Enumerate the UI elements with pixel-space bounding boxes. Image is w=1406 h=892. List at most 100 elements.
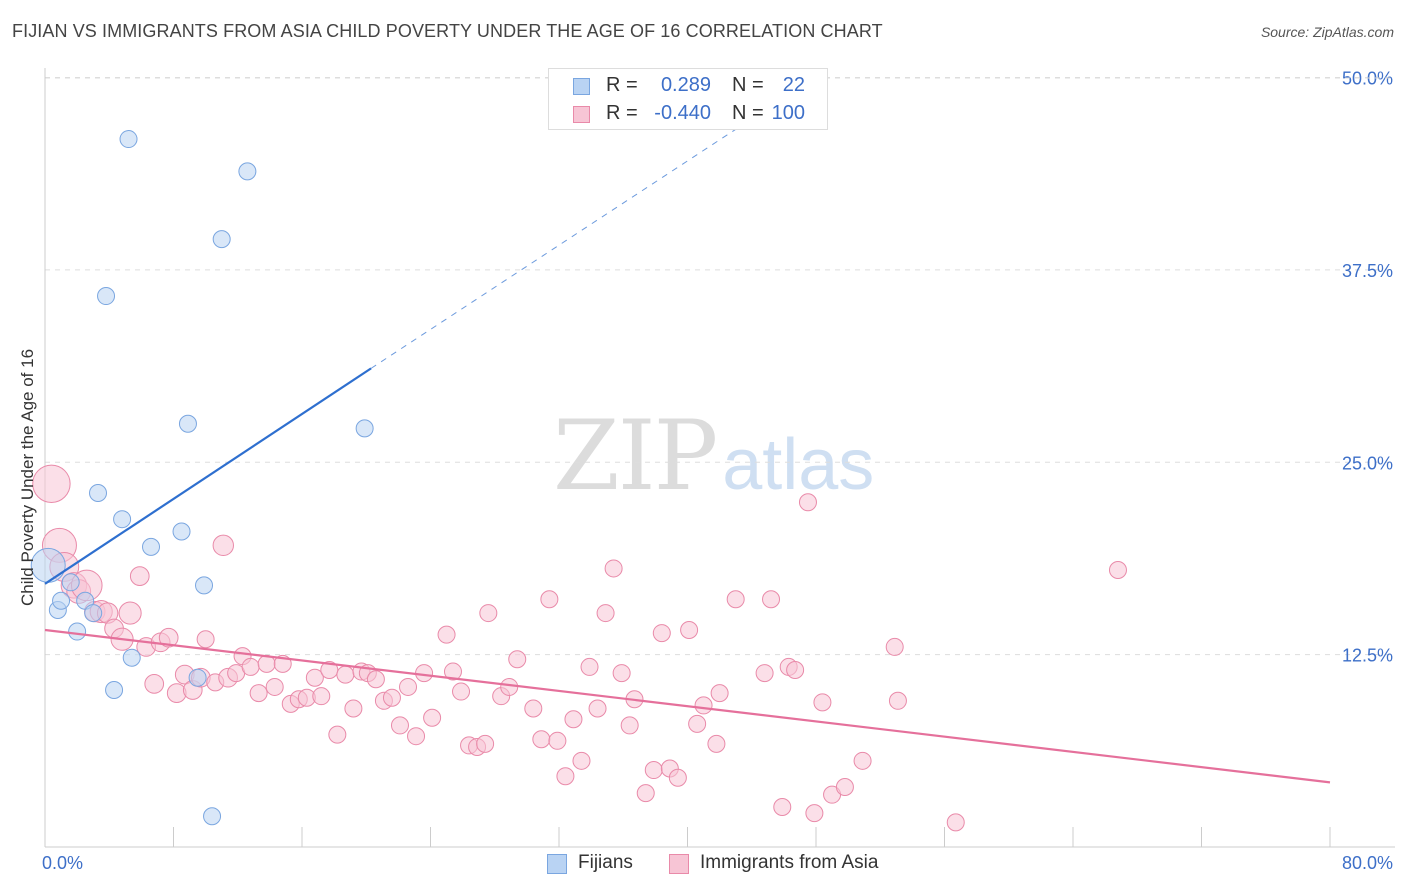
asia-point bbox=[798, 493, 817, 512]
asia-point bbox=[885, 637, 904, 656]
x-tick-label: 0.0% bbox=[42, 853, 83, 873]
asia-point bbox=[336, 665, 355, 684]
asia-point bbox=[443, 662, 462, 681]
asia-point bbox=[805, 804, 824, 823]
legend-r-label: R = bbox=[606, 102, 638, 124]
fijians-point bbox=[119, 130, 138, 149]
asia-point bbox=[344, 699, 363, 718]
asia-point bbox=[158, 627, 179, 648]
fijians-point bbox=[122, 648, 141, 667]
asia-point bbox=[1108, 560, 1127, 579]
asia-point bbox=[500, 677, 519, 696]
fijians-point bbox=[178, 414, 197, 433]
asia-point bbox=[241, 657, 260, 676]
legend-n-value: 100 bbox=[771, 102, 805, 124]
fijians-point bbox=[52, 591, 71, 610]
asia-point bbox=[835, 777, 854, 796]
asia-point bbox=[710, 684, 729, 703]
legend-row-fijians: R = 0.289 N = 22 bbox=[549, 72, 827, 100]
legend-swatch-asia bbox=[573, 106, 590, 123]
legend-stats: R = 0.289 N = 22 R = -0.440 N = 100 bbox=[548, 68, 828, 130]
fijians-point bbox=[212, 230, 231, 249]
fijians-trendline-extension bbox=[370, 107, 769, 369]
asia-point bbox=[588, 699, 607, 718]
asia-point bbox=[694, 696, 713, 715]
asia-point bbox=[390, 716, 409, 735]
asia-point bbox=[312, 687, 331, 706]
chart-title: FIJIAN VS IMMIGRANTS FROM ASIA CHILD POV… bbox=[12, 21, 883, 41]
asia-point bbox=[305, 668, 324, 687]
asia-point bbox=[652, 624, 671, 643]
fijians-trendline bbox=[44, 367, 372, 585]
asia-point bbox=[366, 670, 385, 689]
legend-series: Fijians Immigrants from Asia bbox=[0, 851, 1406, 879]
y-tick-label: 12.5% bbox=[1342, 646, 1393, 666]
asia-point bbox=[786, 661, 805, 680]
asia-point bbox=[564, 710, 583, 729]
asia-point bbox=[328, 725, 347, 744]
y-tick-label: 37.5% bbox=[1342, 261, 1393, 281]
fijians-point bbox=[142, 537, 161, 556]
legend-n-label: N = bbox=[732, 74, 764, 96]
fijians-point bbox=[105, 681, 124, 700]
watermark-zip: ZIP bbox=[553, 400, 718, 512]
asia-point bbox=[596, 604, 615, 623]
fijians-point bbox=[89, 484, 108, 503]
asia-point bbox=[212, 534, 234, 557]
asia-point bbox=[540, 590, 559, 609]
asia-point bbox=[437, 625, 456, 644]
asia-point bbox=[476, 734, 495, 753]
asia-point bbox=[524, 699, 543, 718]
asia-point bbox=[265, 677, 284, 696]
legend-row-asia: R = -0.440 N = 100 bbox=[549, 100, 827, 128]
asia-point bbox=[688, 714, 707, 733]
asia-point bbox=[407, 727, 426, 746]
asia-point bbox=[415, 664, 434, 683]
asia-point bbox=[423, 708, 442, 727]
asia-point bbox=[888, 691, 907, 710]
legend-r-value: -0.440 bbox=[654, 102, 711, 124]
asia-point bbox=[773, 797, 792, 816]
asia-point bbox=[636, 784, 655, 803]
asia-point bbox=[853, 751, 872, 770]
asia-point bbox=[680, 621, 699, 640]
asia-point bbox=[572, 751, 591, 770]
asia-point bbox=[196, 630, 215, 649]
asia-point bbox=[548, 731, 567, 750]
asia-point bbox=[399, 677, 418, 696]
asia-point bbox=[32, 464, 71, 503]
asia-point bbox=[946, 813, 965, 832]
y-axis-label: Child Poverty Under the Age of 16 bbox=[18, 348, 37, 606]
asia-trendline bbox=[44, 628, 1331, 784]
fijians-point bbox=[84, 604, 103, 623]
fijians-point bbox=[68, 622, 87, 641]
y-tick-label: 25.0% bbox=[1342, 453, 1393, 473]
fijians-point bbox=[195, 576, 214, 595]
fijians-point bbox=[97, 287, 116, 306]
asia-point bbox=[707, 734, 726, 753]
legend-swatch-fijians bbox=[547, 854, 567, 874]
legend-n-label: N = bbox=[732, 102, 764, 124]
source-label: Source: ZipAtlas.com bbox=[1260, 24, 1394, 40]
fijians-point bbox=[355, 419, 374, 438]
legend-r-label: R = bbox=[606, 74, 638, 96]
asia-point bbox=[249, 684, 268, 703]
asia-point bbox=[604, 559, 623, 578]
watermark: ZIPatlas bbox=[553, 400, 874, 512]
asia-point bbox=[755, 664, 774, 683]
asia-point bbox=[479, 604, 498, 623]
asia-point bbox=[532, 730, 551, 749]
asia-point bbox=[166, 683, 187, 703]
asia-point bbox=[762, 590, 781, 609]
asia-point bbox=[580, 657, 599, 676]
asia-point bbox=[644, 761, 663, 780]
asia-point bbox=[612, 664, 631, 683]
asia-point bbox=[129, 566, 150, 586]
legend-n-value: 22 bbox=[782, 74, 805, 96]
asia-point bbox=[144, 674, 165, 694]
asia-point bbox=[620, 716, 639, 735]
asia-point bbox=[508, 650, 527, 669]
fijians-point bbox=[203, 807, 222, 826]
asia-point bbox=[118, 601, 142, 625]
